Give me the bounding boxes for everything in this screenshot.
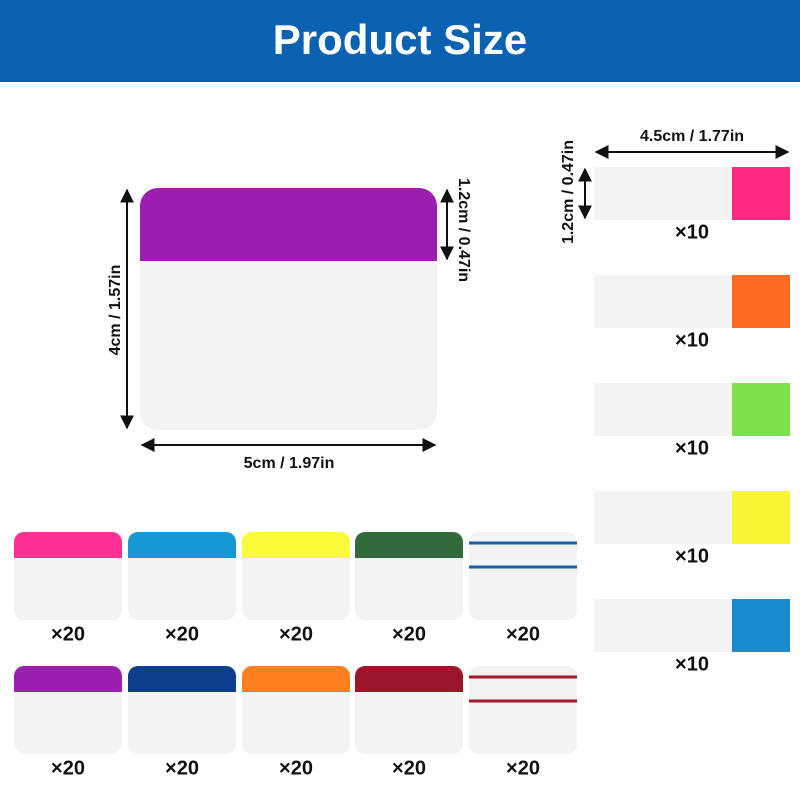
square-tab	[14, 666, 122, 754]
strip-body	[594, 275, 732, 328]
dimension-label: 1.2cm / 0.47in	[455, 178, 472, 282]
square-tab	[242, 666, 350, 754]
quantity-label: ×20	[279, 757, 313, 779]
square-tab	[469, 666, 577, 754]
strip-color	[732, 491, 790, 544]
square-tab	[469, 532, 577, 620]
square-tab	[355, 532, 463, 620]
tab-top	[14, 532, 122, 558]
quantity-label: ×10	[675, 329, 709, 351]
square-tab	[128, 532, 236, 620]
dimension-label: 1.2cm / 0.47in	[560, 140, 577, 244]
tab-body	[469, 532, 577, 620]
quantity-label: ×20	[165, 623, 199, 645]
square-tab	[355, 666, 463, 754]
quantity-label: ×10	[675, 221, 709, 243]
quantity-label: ×20	[165, 757, 199, 779]
tab-top	[128, 532, 236, 558]
tab-top	[128, 666, 236, 692]
tab-top	[242, 666, 350, 692]
tab-top	[140, 188, 437, 261]
quantity-label: ×20	[51, 757, 85, 779]
strip-body	[594, 599, 732, 652]
tab-top	[355, 666, 463, 692]
quantity-label: ×20	[392, 757, 426, 779]
square-tab	[128, 666, 236, 754]
dimension-label: 4cm / 1.57in	[107, 265, 124, 356]
strip-body	[594, 491, 732, 544]
quantity-label: ×20	[51, 623, 85, 645]
quantity-label: ×10	[675, 653, 709, 675]
large-tab	[140, 188, 437, 430]
dimension-label: 4.5cm / 1.77in	[640, 128, 744, 145]
quantity-label: ×10	[675, 437, 709, 459]
header-bar	[0, 0, 800, 82]
tab-sets: ×10 ×10 ×10 ×10 ×10 ×20 ×20 ×20 ×20 ×20 ×20 ×20 ×20 ×…	[14, 167, 790, 779]
quantity-label: ×10	[675, 545, 709, 567]
quantity-label: ×20	[506, 623, 540, 645]
dimension-label: 5cm / 1.97in	[244, 455, 335, 472]
quantity-label: ×20	[506, 757, 540, 779]
strip-body	[594, 383, 732, 436]
tab-body	[469, 666, 577, 754]
strip-color	[732, 383, 790, 436]
strip-color	[732, 275, 790, 328]
square-tab	[242, 532, 350, 620]
header-title: Product Size	[273, 16, 527, 63]
strip-color	[732, 599, 790, 652]
strip-color	[732, 167, 790, 220]
tab-top	[14, 666, 122, 692]
quantity-label: ×20	[392, 623, 426, 645]
quantity-label: ×20	[279, 623, 313, 645]
square-tab	[14, 532, 122, 620]
tab-top	[355, 532, 463, 558]
tab-top	[242, 532, 350, 558]
strip-body	[594, 167, 732, 220]
